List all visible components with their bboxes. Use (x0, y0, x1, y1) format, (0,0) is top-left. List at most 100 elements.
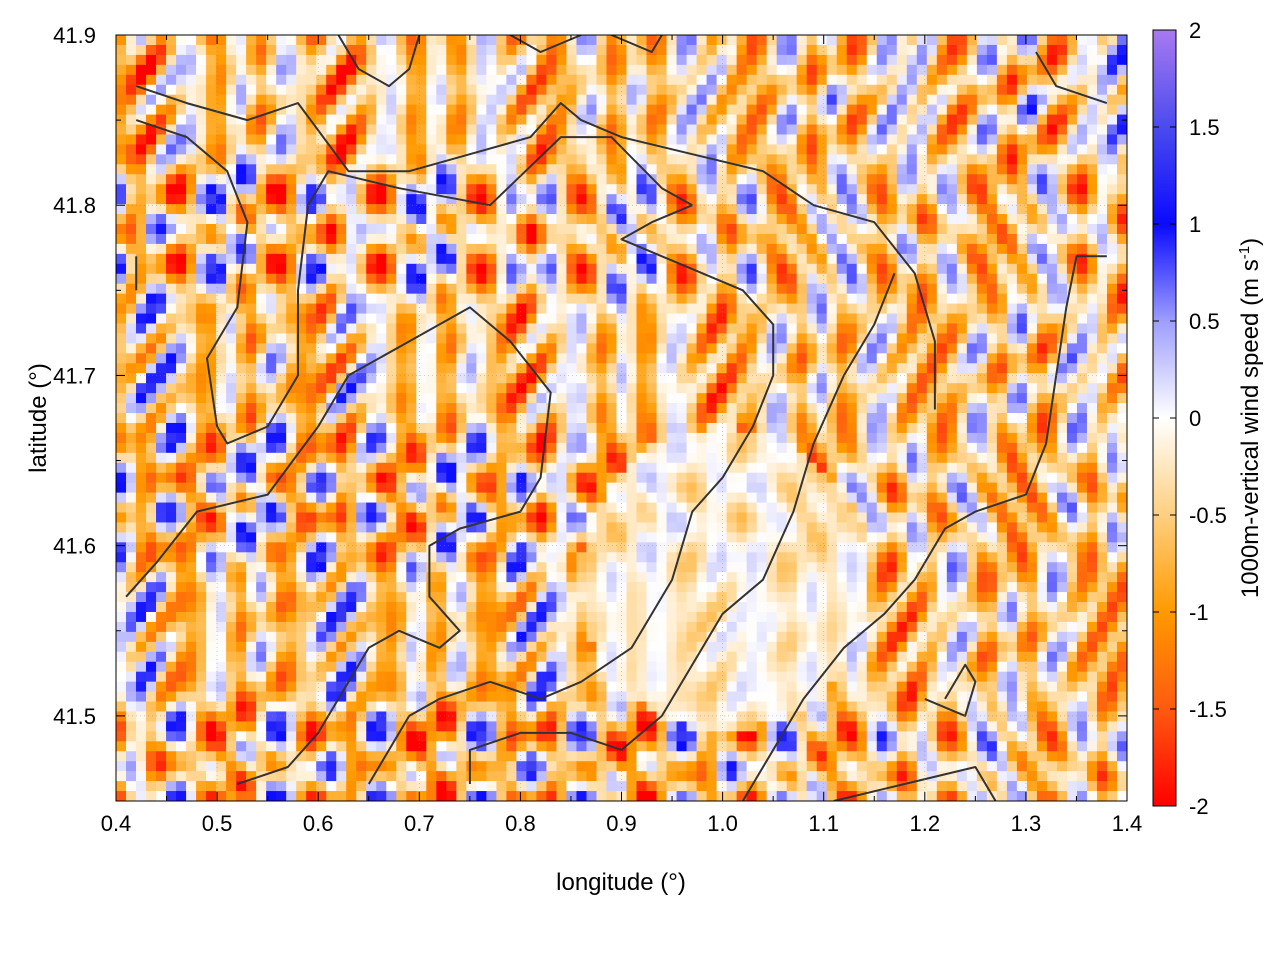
heatmap-cell (126, 452, 137, 464)
heatmap-cell (346, 214, 357, 225)
heatmap-cell (866, 54, 878, 66)
heatmap-cell (876, 104, 888, 116)
heatmap-cell (346, 363, 357, 374)
heatmap-cell (486, 114, 497, 126)
heatmap-cell (706, 313, 718, 325)
heatmap-cell (886, 313, 898, 325)
heatmap-cell (726, 403, 738, 414)
heatmap-cell (506, 174, 517, 185)
heatmap-cell (376, 233, 387, 245)
heatmap-cell (336, 303, 347, 315)
heatmap-cell (896, 74, 908, 86)
heatmap-cell (1116, 54, 1127, 66)
heatmap-cell (256, 283, 267, 295)
heatmap-cell (686, 233, 698, 245)
heatmap-cell (906, 343, 918, 354)
heatmap-cell (736, 422, 748, 434)
heatmap-cell (866, 214, 878, 225)
heatmap-cell (516, 154, 528, 165)
heatmap-cell (116, 214, 127, 225)
heatmap-cell (1116, 393, 1127, 404)
heatmap-cell (316, 124, 327, 136)
heatmap-cell (456, 353, 467, 364)
heatmap-cell (536, 333, 548, 344)
heatmap-cell (246, 253, 257, 265)
heatmap-cell (366, 104, 377, 116)
heatmap-cell (186, 124, 197, 136)
heatmap-cell (676, 303, 688, 315)
heatmap-cell (286, 373, 297, 384)
heatmap-cell (716, 313, 728, 325)
heatmap-cell (906, 492, 918, 504)
heatmap-cell (1076, 194, 1088, 205)
heatmap-cell (386, 293, 397, 305)
heatmap-cell (636, 174, 648, 185)
heatmap-cell (156, 214, 167, 225)
heatmap-cell (1066, 432, 1078, 444)
heatmap-cell (856, 373, 868, 384)
heatmap-cell (1076, 263, 1088, 275)
heatmap-cell (966, 502, 978, 514)
heatmap-cell (746, 333, 758, 344)
heatmap-cell (546, 243, 558, 255)
heatmap-cell (126, 323, 137, 335)
heatmap-cell (126, 104, 137, 116)
heatmap-cell (386, 253, 397, 265)
heatmap-cell (436, 204, 447, 215)
heatmap-cell (276, 452, 287, 464)
heatmap-cell (756, 442, 768, 454)
heatmap-cell (616, 104, 628, 116)
heatmap-cell (996, 174, 1008, 185)
heatmap-cell (886, 422, 898, 434)
heatmap-cell (396, 194, 407, 205)
heatmap-cell (906, 184, 918, 195)
heatmap-cell (246, 35, 257, 46)
heatmap-cell (586, 502, 598, 514)
heatmap-cell (306, 502, 317, 514)
heatmap-cell (646, 393, 658, 404)
heatmap-cell (446, 363, 457, 374)
heatmap-cell (716, 323, 728, 335)
heatmap-cell (536, 482, 548, 494)
heatmap-cell (596, 204, 608, 215)
heatmap-cell (386, 492, 397, 504)
heatmap-cell (366, 64, 377, 76)
heatmap-cell (236, 174, 247, 185)
heatmap-cell (236, 184, 247, 195)
heatmap-cell (676, 363, 688, 374)
heatmap-cell (226, 442, 237, 454)
heatmap-cell (846, 263, 858, 275)
heatmap-cell (246, 84, 257, 96)
heatmap-cell (1026, 164, 1038, 175)
heatmap-cell (826, 413, 838, 424)
heatmap-cell (326, 522, 337, 533)
heatmap-cell (686, 104, 698, 116)
heatmap-cell (886, 84, 898, 96)
heatmap-cell (956, 432, 968, 444)
heatmap-cell (926, 233, 938, 245)
heatmap-cell (556, 224, 568, 235)
heatmap-cell (1096, 432, 1108, 444)
heatmap-cell (256, 104, 267, 116)
heatmap-cell (826, 144, 838, 155)
heatmap-cell (856, 343, 868, 354)
heatmap-cell (1046, 35, 1058, 46)
heatmap-cell (196, 74, 207, 86)
heatmap-cell (266, 74, 277, 86)
heatmap-cell (196, 413, 207, 424)
heatmap-cell (456, 204, 467, 215)
heatmap-cell (306, 164, 317, 175)
heatmap-cell (786, 442, 798, 454)
heatmap-cell (586, 492, 598, 504)
heatmap-cell (1036, 452, 1048, 464)
heatmap-cell (476, 512, 487, 524)
heatmap-cell (616, 462, 628, 474)
heatmap-cell (816, 263, 828, 275)
heatmap-cell (586, 64, 598, 76)
heatmap-cell (366, 273, 377, 285)
heatmap-cell (396, 512, 407, 524)
heatmap-cell (1096, 363, 1108, 374)
heatmap-cell (1106, 442, 1118, 454)
heatmap-cell (786, 94, 798, 106)
